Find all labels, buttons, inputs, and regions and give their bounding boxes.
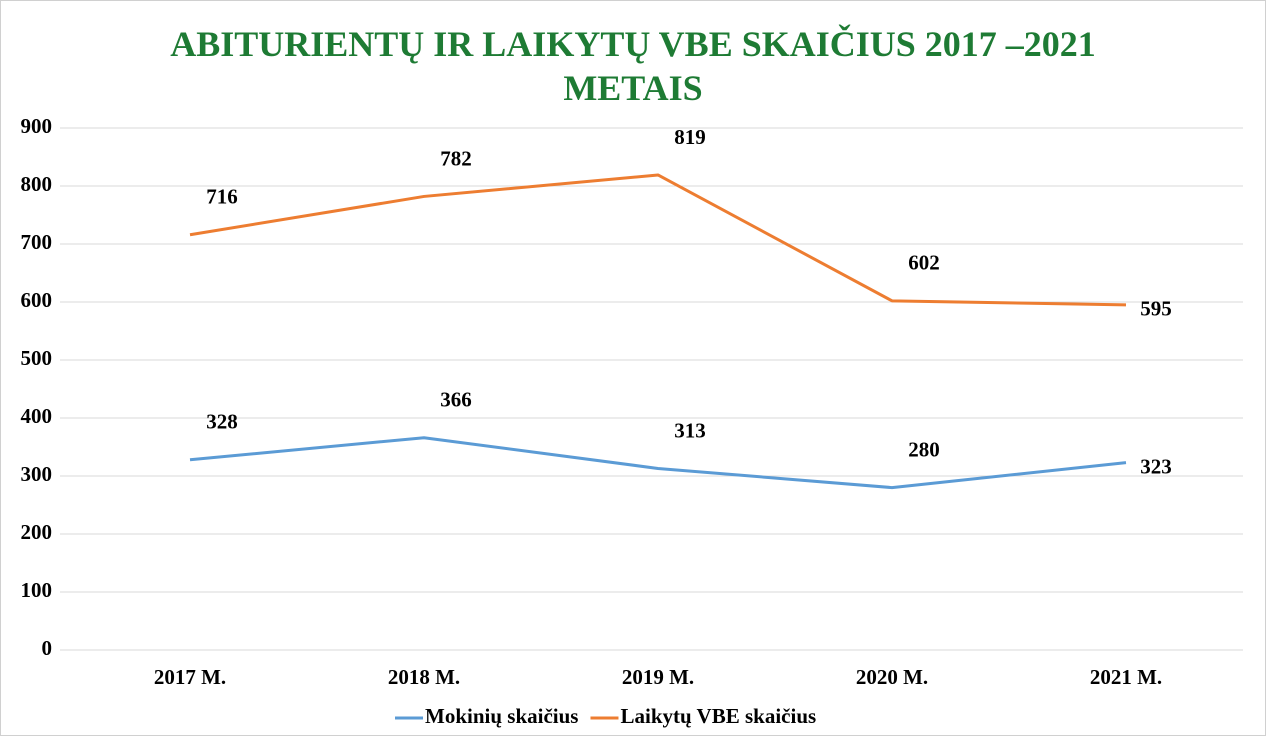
chart-title: ABITURIENTŲ IR LAIKYTŲ VBE SKAIČIUS 2017… [170, 24, 1096, 108]
data-label: 280 [908, 437, 940, 461]
y-tick-label: 0 [42, 636, 53, 660]
x-tick-label: 2021 M. [1090, 665, 1162, 689]
series-line [189, 173, 1127, 307]
data-label: 313 [674, 418, 706, 442]
data-label: 323 [1140, 454, 1172, 478]
data-label: 328 [206, 410, 238, 434]
data-label: 366 [440, 388, 472, 412]
x-tick-label: 2020 M. [856, 665, 928, 689]
legend-label: Laikytų VBE skaičius [620, 704, 816, 728]
data-label: 782 [440, 146, 472, 170]
y-tick-label: 500 [21, 346, 53, 370]
data-label: 602 [908, 251, 940, 275]
data-label: 819 [674, 125, 706, 149]
x-tick-label: 2017 M. [154, 665, 226, 689]
data-label: 716 [206, 185, 238, 209]
y-tick-label: 100 [21, 578, 53, 602]
y-tick-label: 700 [21, 230, 53, 254]
y-tick-label: 900 [21, 114, 53, 138]
x-tick-label: 2019 M. [622, 665, 694, 689]
y-tick-label: 200 [21, 520, 53, 544]
series-line [189, 436, 1127, 490]
x-tick-label: 2018 M. [388, 665, 460, 689]
y-tick-label: 800 [21, 172, 53, 196]
data-label: 595 [1140, 297, 1172, 321]
y-tick-label: 400 [21, 404, 53, 428]
y-tick-label: 600 [21, 288, 53, 312]
y-tick-label: 300 [21, 462, 53, 486]
legend-label: Mokinių skaičius [425, 704, 578, 728]
